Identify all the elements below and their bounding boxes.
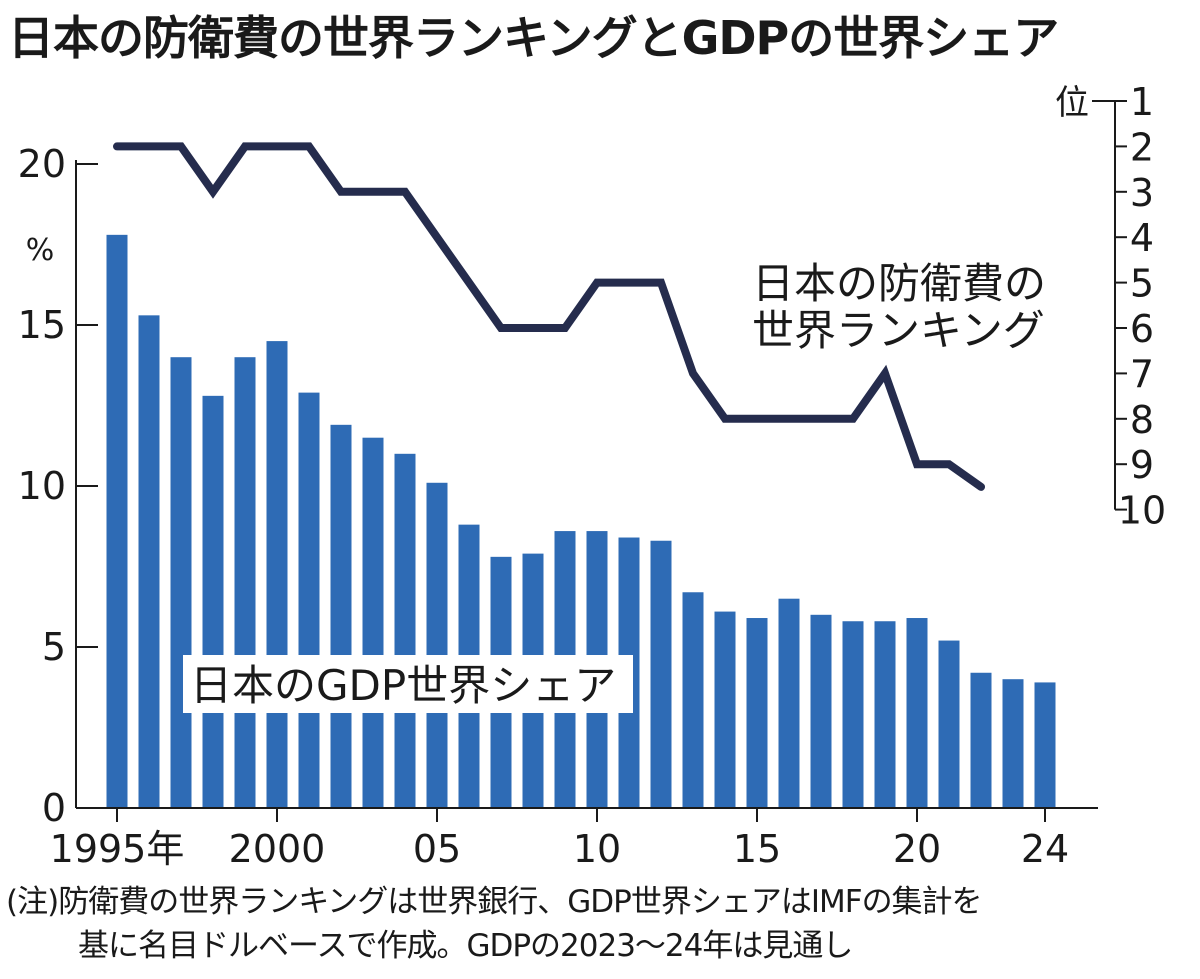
rank-series-label-2: 世界ランキング [752, 306, 1045, 355]
gdp-bar-1998 [202, 395, 224, 808]
gdp-label-bg [183, 655, 633, 713]
right-tick-label-4: 4 [1130, 216, 1154, 260]
x-tick-label-2005: 05 [413, 827, 461, 871]
gdp-bar-2004 [394, 453, 416, 808]
gdp-bar-1997 [170, 357, 192, 808]
gdp-bar-2014 [714, 611, 736, 808]
gdp-bar-2023 [1002, 679, 1024, 808]
gdp-bar-2005 [426, 482, 448, 808]
x-tick-label-2010: 10 [573, 827, 621, 871]
gdp-bar-2015 [746, 618, 768, 808]
right-axis-unit: 位 [1055, 83, 1089, 123]
right-tick-label-3: 3 [1130, 171, 1154, 215]
left-tick-label-5: 5 [42, 625, 66, 669]
x-tick-label-1995: 1995年 [50, 827, 185, 871]
gdp-bar-2022 [970, 672, 992, 808]
left-tick-label-15: 15 [18, 303, 66, 347]
left-tick-label-20: 20 [18, 142, 66, 186]
gdp-bar-2018 [842, 621, 864, 808]
left-tick-label-0: 0 [42, 786, 66, 830]
gdp-bar-1995 [106, 234, 128, 809]
chart-title: 日本の防衛費の世界ランキングとGDPの世界シェア [8, 11, 1059, 65]
gdp-bar-2020 [906, 618, 928, 808]
right-tick-label-2: 2 [1130, 125, 1154, 169]
x-tick-label-2000: 2000 [229, 827, 326, 871]
rank-series-label-1: 日本の防衛費の [752, 259, 1046, 308]
footnote-line-2: 基に名目ドルベースで作成。GDPの2023〜24年は見通し [78, 928, 853, 964]
gdp-bar-2002 [330, 424, 352, 808]
gdp-bar-2003 [362, 437, 384, 808]
x-tick-label-2024: 24 [1021, 827, 1069, 871]
gdp-bar-2019 [874, 621, 896, 808]
right-tick-label-9: 9 [1130, 443, 1154, 487]
right-tick-label-8: 8 [1130, 398, 1154, 442]
left-axis-unit: % [26, 233, 55, 268]
gdp-bar-2016 [778, 598, 800, 808]
footnote: (注)防衛費の世界ランキングは世界銀行、GDP世界シェアはIMFの集計を 基に名… [6, 880, 983, 968]
gdp-bar-2001 [298, 392, 320, 808]
gdp-bar-2012 [650, 540, 672, 808]
gdp-bar-1996 [138, 315, 160, 808]
gdp-bar-2017 [810, 614, 832, 808]
footnote-line-1: (注)防衛費の世界ランキングは世界銀行、GDP世界シェアはIMFの集計を [6, 884, 983, 920]
defense-rank-line [113, 142, 985, 491]
gdp-bar-2024 [1034, 682, 1056, 808]
gdp-bar-2021 [938, 640, 960, 808]
right-tick-label-6: 6 [1130, 307, 1154, 351]
x-axis: 1995年 2000 05 10 15 20 24 [50, 807, 1098, 871]
gdp-series-label: 日本のGDP世界シェア [190, 661, 616, 710]
gdp-bar-2000 [266, 341, 288, 808]
gdp-bar-2013 [682, 592, 704, 808]
right-tick-label-10: 10 [1118, 489, 1166, 533]
left-tick-label-10: 10 [18, 464, 66, 508]
x-tick-label-2015: 15 [733, 827, 781, 871]
right-tick-label-1: 1 [1130, 80, 1154, 124]
series-labels: 日本のGDP世界シェア 日本の防衛費の世界ランキング [183, 259, 1046, 713]
right-tick-label-7: 7 [1130, 352, 1154, 396]
left-y-axis: 0 5 10 15 20% [18, 142, 98, 830]
defense-rank-series [113, 142, 985, 491]
gdp-bar-1999 [234, 357, 256, 808]
right-tick-label-5: 5 [1130, 262, 1154, 306]
x-tick-label-2020: 20 [893, 827, 941, 871]
